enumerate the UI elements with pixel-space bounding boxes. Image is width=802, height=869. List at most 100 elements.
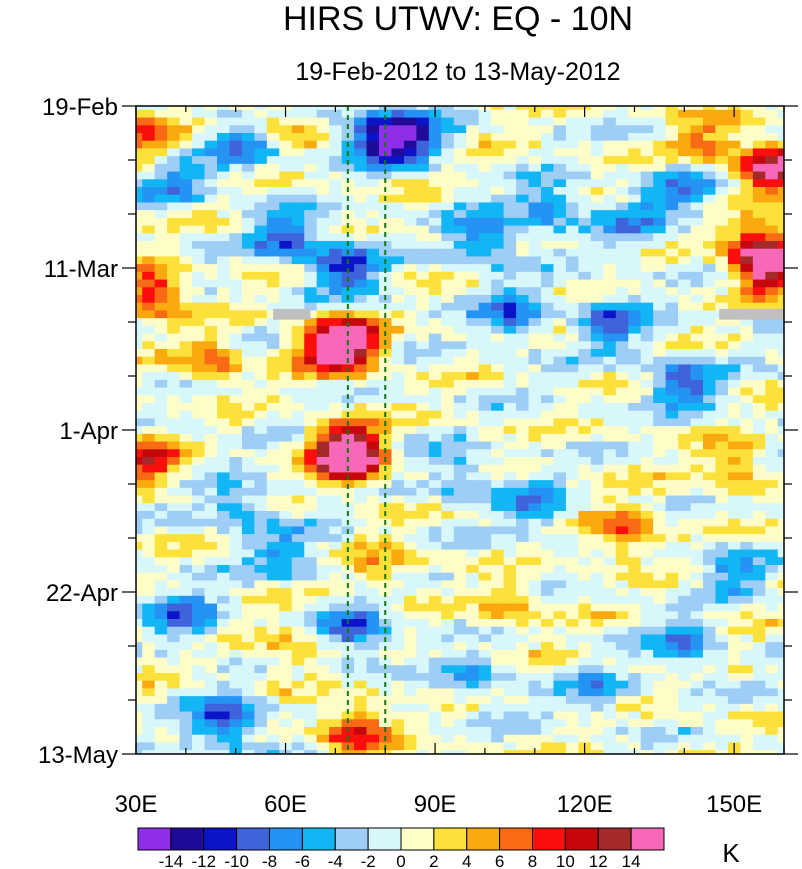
heatmap-cell xyxy=(453,248,467,258)
heatmap-cell xyxy=(366,364,380,373)
heatmap-cell xyxy=(752,495,766,504)
heatmap-cell xyxy=(403,133,417,142)
heatmap-cell xyxy=(640,680,654,690)
heatmap-cell xyxy=(204,673,218,682)
heatmap-cell xyxy=(136,171,143,180)
heatmap-cell xyxy=(541,387,555,396)
heatmap-cell xyxy=(528,727,542,736)
heatmap-cell xyxy=(241,665,255,674)
heatmap-cell xyxy=(690,742,704,751)
heatmap-cell xyxy=(379,379,393,389)
heatmap-cell xyxy=(777,106,784,111)
heatmap-cell xyxy=(503,194,517,204)
heatmap-cell xyxy=(304,279,318,288)
heatmap-cell xyxy=(478,441,492,450)
heatmap-cell xyxy=(142,287,156,296)
heatmap-cell xyxy=(665,595,679,605)
heatmap-cell xyxy=(316,696,330,705)
heatmap-cell xyxy=(136,349,143,358)
heatmap-cell xyxy=(740,426,754,435)
heatmap-cell xyxy=(528,449,542,458)
heatmap-cell xyxy=(304,472,318,481)
heatmap-cell xyxy=(354,395,368,404)
heatmap-cell xyxy=(416,287,430,296)
heatmap-cell xyxy=(752,503,766,512)
heatmap-cell xyxy=(541,565,555,574)
heatmap-cell xyxy=(453,403,467,412)
heatmap-cell xyxy=(541,472,555,481)
heatmap-cell xyxy=(640,295,654,304)
heatmap-cell xyxy=(553,295,567,304)
heatmap-cell xyxy=(204,117,218,126)
heatmap-cell xyxy=(516,673,530,682)
heatmap-cell xyxy=(565,734,579,744)
heatmap-cell xyxy=(678,565,692,574)
heatmap-cell xyxy=(179,341,193,350)
heatmap-cell xyxy=(304,742,318,751)
heatmap-cell xyxy=(653,673,667,682)
heatmap-cell xyxy=(179,302,193,312)
heatmap-cell xyxy=(765,634,779,643)
heatmap-cell xyxy=(690,580,704,589)
heatmap-cell xyxy=(136,580,143,589)
heatmap-cell xyxy=(491,541,505,551)
colorbar-tick-label: -14 xyxy=(159,852,184,869)
heatmap-cell xyxy=(578,680,592,690)
heatmap-cell xyxy=(678,264,692,273)
heatmap-cell xyxy=(590,202,604,211)
heatmap-cell xyxy=(727,534,741,543)
heatmap-cell xyxy=(678,279,692,288)
heatmap-cell xyxy=(266,680,280,690)
heatmap-cell xyxy=(603,302,617,312)
heatmap-cell xyxy=(428,449,442,458)
heatmap-cell xyxy=(615,534,629,543)
heatmap-cell xyxy=(266,588,280,597)
heatmap-cell xyxy=(453,125,467,134)
heatmap-cell xyxy=(136,379,143,389)
heatmap-cell xyxy=(329,279,343,288)
heatmap-cell xyxy=(136,472,143,481)
heatmap-cell xyxy=(715,688,729,697)
heatmap-cell xyxy=(416,634,430,643)
heatmap-cell xyxy=(441,256,455,265)
heatmap-cell xyxy=(241,271,255,281)
heatmap-cell xyxy=(154,711,168,720)
heatmap-cell xyxy=(441,742,455,751)
heatmap-cell xyxy=(136,503,143,512)
heatmap-cell xyxy=(466,325,480,335)
heatmap-cell xyxy=(690,511,704,520)
heatmap-cell xyxy=(466,264,480,273)
heatmap-cell xyxy=(703,217,717,227)
heatmap-cell xyxy=(154,210,168,219)
heatmap-cell xyxy=(678,734,692,744)
heatmap-cell xyxy=(503,665,517,674)
heatmap-cell xyxy=(466,673,480,682)
heatmap-cell xyxy=(715,109,729,119)
heatmap-cell xyxy=(516,457,530,466)
heatmap-cell xyxy=(403,696,417,705)
heatmap-cell xyxy=(740,487,754,497)
heatmap-cell xyxy=(279,341,293,350)
heatmap-cell xyxy=(653,310,667,319)
heatmap-cell xyxy=(217,395,231,404)
heatmap-cell xyxy=(578,133,592,142)
heatmap-cell xyxy=(516,619,530,628)
heatmap-cell xyxy=(441,194,455,204)
heatmap-cell xyxy=(752,595,766,605)
heatmap-cell xyxy=(727,619,741,628)
heatmap-cell xyxy=(254,295,268,304)
heatmap-cell xyxy=(329,441,343,450)
heatmap-cell xyxy=(665,665,679,674)
heatmap-cell xyxy=(541,310,555,319)
heatmap-cell xyxy=(615,341,629,350)
heatmap-cell xyxy=(192,703,206,713)
heatmap-cell xyxy=(740,680,754,690)
heatmap-cell xyxy=(304,372,318,381)
heatmap-cell xyxy=(752,711,766,720)
heatmap-cell xyxy=(354,217,368,227)
heatmap-cell xyxy=(204,665,218,674)
heatmap-cell xyxy=(727,248,741,258)
heatmap-cell xyxy=(703,572,717,582)
heatmap-cell xyxy=(416,441,430,450)
heatmap-cell xyxy=(416,696,430,705)
